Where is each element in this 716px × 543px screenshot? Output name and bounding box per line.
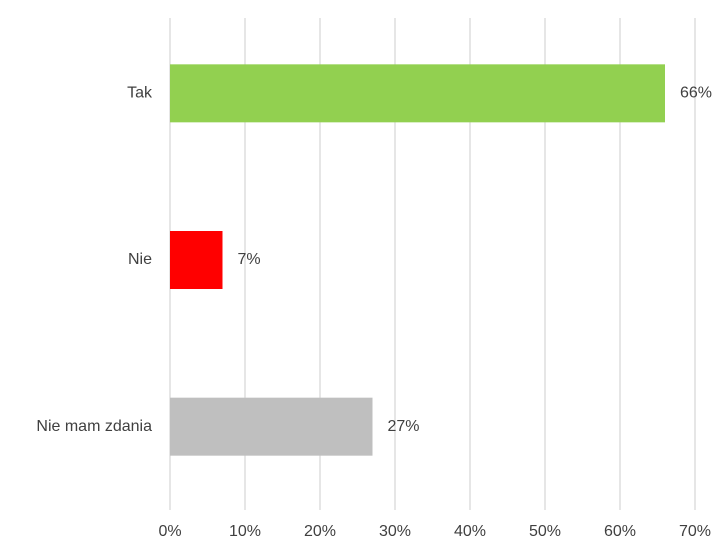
y-tick-label: Nie mam zdania	[36, 418, 152, 435]
y-tick-label: Tak	[127, 85, 153, 102]
x-tick-label: 60%	[604, 523, 636, 540]
value-label: 66%	[680, 85, 712, 102]
x-tick-label: 30%	[379, 523, 411, 540]
bar	[170, 231, 223, 289]
value-label: 7%	[238, 251, 261, 268]
x-tick-label: 0%	[158, 523, 181, 540]
x-tick-label: 10%	[229, 523, 261, 540]
x-tick-label: 70%	[679, 523, 711, 540]
x-tick-label: 50%	[529, 523, 561, 540]
y-tick-label: Nie	[128, 251, 152, 268]
bar	[170, 64, 665, 123]
x-tick-label: 20%	[304, 523, 336, 540]
value-label: 27%	[388, 418, 420, 435]
bar	[170, 397, 373, 456]
x-tick-label: 40%	[454, 523, 486, 540]
